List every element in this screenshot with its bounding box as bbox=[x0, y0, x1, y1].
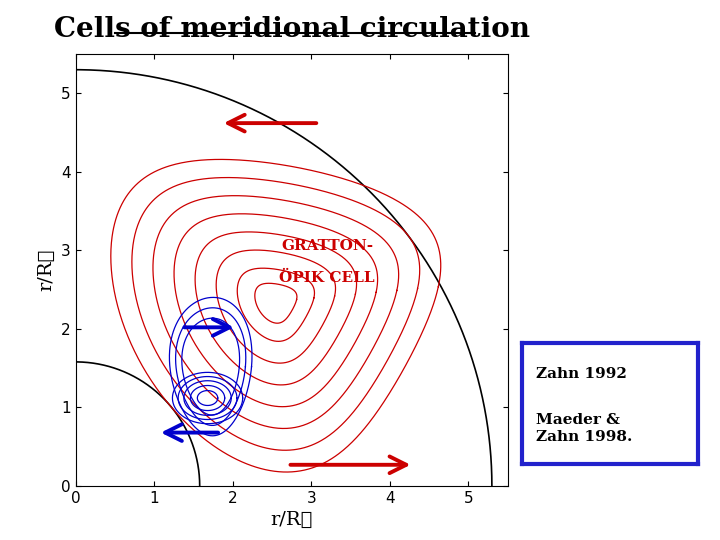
Text: GRATTON-: GRATTON- bbox=[281, 239, 373, 253]
Text: Zahn 1992: Zahn 1992 bbox=[536, 367, 627, 381]
Y-axis label: r/R☉: r/R☉ bbox=[37, 249, 55, 291]
Text: Cells of meridional circulation: Cells of meridional circulation bbox=[53, 16, 530, 43]
Text: ÖPIK CELL: ÖPIK CELL bbox=[279, 271, 374, 285]
Text: Maeder &
Zahn 1998.: Maeder & Zahn 1998. bbox=[536, 414, 632, 443]
X-axis label: r/R☉: r/R☉ bbox=[271, 511, 312, 529]
